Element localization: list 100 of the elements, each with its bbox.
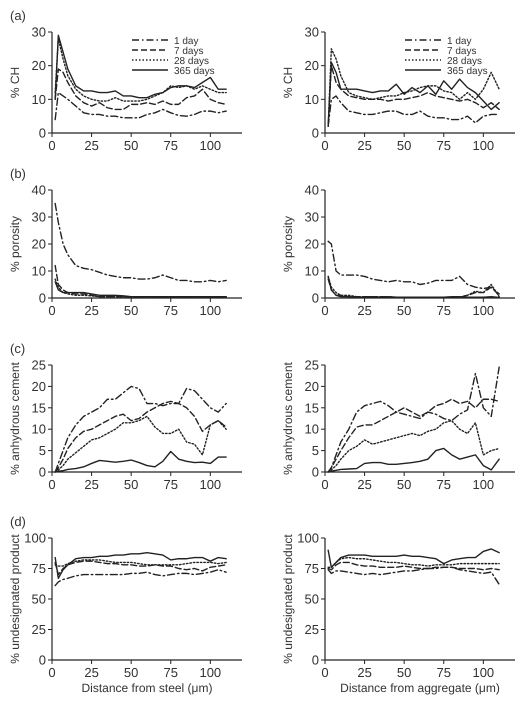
x-tick-label: 0 [321,665,329,680]
x-tick-label: 0 [48,138,56,153]
x-tick-label: 75 [436,477,451,492]
x-tick-label: 0 [321,138,329,153]
x-tick-label: 25 [84,477,99,492]
x-tick-label: 100 [199,665,222,680]
x-tick-label: 50 [124,477,138,492]
y-tick-label: 10 [32,264,46,278]
x-tick-label: 75 [164,665,178,680]
y-axis-title: % porosity [8,216,22,272]
x-tick-label: 50 [396,138,412,153]
legend-label: 365 days [447,66,488,77]
y-tick-label: 25 [32,358,46,372]
x-tick-label: 25 [84,138,99,153]
x-tick-label: 0 [48,477,56,492]
x-tick-label: 75 [436,665,451,680]
y-tick-label: 100 [24,530,46,546]
x-tick-label: 100 [199,303,222,318]
text: (d) [10,514,26,529]
y-tick-label: 50 [32,592,46,606]
legend-label: 1 day [447,36,472,47]
x-tick-label: 50 [124,138,138,153]
y-tick-label: 15 [32,400,46,416]
y-tick-label: 0 [38,126,46,140]
x-tick-label: 100 [472,303,494,318]
x-tick-label: 25 [84,303,99,318]
y-axis-title: % undesignated product [8,534,22,664]
y-tick-label: 75 [32,561,46,576]
x-tick-label: 100 [472,477,494,492]
x-tick-label: 25 [84,665,99,680]
x-tick-label: 50 [396,665,412,680]
y-tick-label: 50 [304,592,319,606]
x-tick-label: 50 [124,303,138,318]
x-tick-label: 0 [321,303,329,318]
x-tick-label: 50 [396,477,412,492]
y-tick-label: 100 [297,530,319,546]
legend-label: 7 days [174,46,204,57]
y-tick-label: 0 [312,290,319,306]
y-tick-label: 10 [32,422,46,437]
y-tick-label: 75 [304,561,319,576]
y-tick-label: 30 [304,24,319,40]
y-tick-label: 0 [38,652,46,668]
y-tick-label: 20 [32,58,46,74]
y-tick-label: 20 [304,378,319,394]
y-tick-label: 30 [32,210,46,224]
x-tick-label: 25 [357,303,372,318]
y-tick-label: 0 [312,464,319,480]
y-axis-title: % anhydrous cement [281,361,295,475]
x-axis-title: Distance from steel (μm) [82,681,212,695]
y-tick-label: 40 [304,182,319,198]
y-tick-label: 25 [32,622,46,637]
y-axis-title: % CH [8,66,22,98]
x-tick-label: 25 [357,477,372,492]
y-tick-label: 25 [304,622,319,637]
x-tick-label: 0 [48,303,56,318]
y-tick-label: 30 [304,210,319,224]
x-tick-label: 100 [472,665,494,680]
y-tick-label: 10 [32,92,46,107]
x-axis-title: Distance from aggregate (μm) [340,681,500,695]
legend-label: 365 days [174,66,215,77]
y-tick-label: 20 [304,236,319,252]
x-tick-label: 25 [357,665,372,680]
y-tick-label: 5 [38,443,46,458]
legend-label: 1 day [174,36,198,47]
x-tick-label: 75 [436,303,451,318]
y-axis-title: % anhydrous cement [8,361,22,475]
y-tick-label: 0 [38,464,46,480]
x-tick-label: 25 [357,138,372,153]
y-tick-label: 20 [32,236,46,252]
x-tick-label: 75 [436,138,451,153]
x-tick-label: 100 [199,138,222,153]
y-axis-title: % undesignated product [281,534,295,664]
legend-label: 28 days [174,56,210,67]
x-tick-label: 100 [199,477,222,492]
text: (a) [10,8,26,23]
y-tick-label: 10 [304,264,319,278]
x-tick-label: 50 [124,665,138,680]
y-tick-label: 10 [304,422,319,437]
y-tick-label: 5 [312,443,319,458]
y-axis-title: % porosity [281,216,295,272]
legend-label: 28 days [447,56,482,67]
x-tick-label: 100 [472,138,494,153]
x-tick-label: 75 [164,303,178,318]
y-tick-label: 0 [312,652,319,668]
legend-label: 7 days [447,46,476,57]
y-tick-label: 20 [32,378,46,394]
y-axis-title: % CH [281,66,295,98]
y-tick-label: 10 [304,92,319,107]
text: (c) [10,341,26,356]
y-tick-label: 15 [304,400,319,416]
y-tick-label: 0 [38,290,46,306]
x-tick-label: 75 [164,138,178,153]
y-tick-label: 30 [32,24,46,40]
text: (b) [10,166,26,181]
x-tick-label: 0 [321,477,329,492]
x-tick-label: 0 [48,665,56,680]
y-tick-label: 25 [304,358,319,372]
y-tick-label: 20 [304,58,319,74]
x-tick-label: 50 [396,303,412,318]
y-tick-label: 0 [312,126,319,140]
